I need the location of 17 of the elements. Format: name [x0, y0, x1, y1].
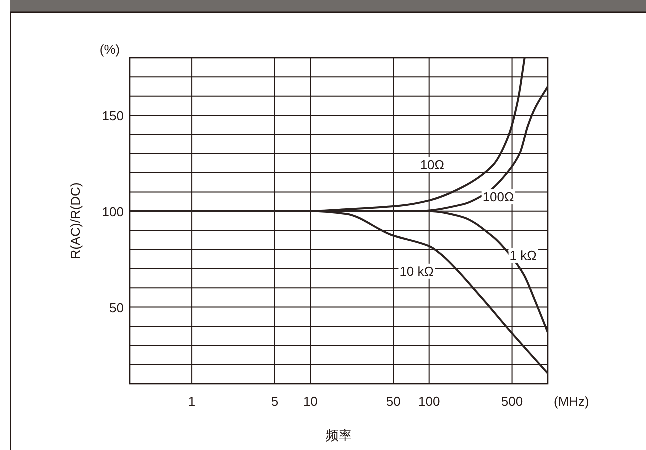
x-tick-label: 10 — [303, 394, 318, 409]
series-label: 10 kΩ — [400, 264, 434, 279]
y-tick-label: 150 — [102, 108, 124, 124]
series-label: 100Ω — [482, 190, 515, 205]
x-tick-label: 500 — [501, 394, 524, 409]
x-tick-label: 50 — [386, 394, 401, 409]
x-tick-label: 5 — [271, 394, 279, 409]
y-tick-label: 50 — [110, 300, 124, 316]
x-axis-title: 频率 — [326, 428, 352, 443]
x-tick-label: 1 — [188, 394, 196, 409]
series-label: 1 kΩ — [510, 248, 538, 263]
series-label: 10Ω — [420, 157, 445, 172]
x-tick-label: 100 — [418, 394, 440, 409]
text: (MHz) — [554, 394, 590, 409]
y-tick-label: 100 — [102, 204, 124, 220]
text: (%) — [100, 42, 120, 57]
y-axis-title: R(AC)/R(DC) — [68, 182, 83, 260]
